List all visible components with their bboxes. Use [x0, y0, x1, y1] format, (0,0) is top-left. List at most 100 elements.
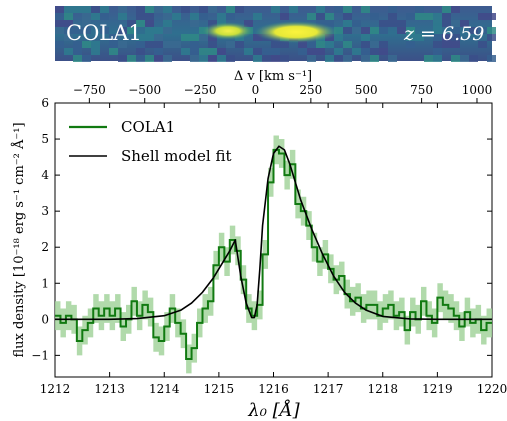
spectrum-noise-pixel — [415, 13, 424, 20]
spectrum-noise-pixel — [415, 6, 424, 13]
spectrum-noise-pixel — [343, 6, 352, 13]
spectrum-noise-pixel — [91, 13, 100, 20]
spectrum-noise-pixel — [154, 55, 163, 62]
spectrum-noise-pixel — [478, 13, 487, 20]
spectrum-noise-pixel — [109, 34, 118, 41]
spectrum-noise — [55, 6, 496, 62]
spectrum-noise-pixel — [217, 13, 226, 20]
spectrum-noise-pixel — [433, 20, 442, 27]
spectrum-noise-pixel — [397, 27, 406, 34]
spectrum-noise-pixel — [145, 13, 154, 20]
top-tick-label: −750 — [73, 83, 106, 97]
spectrum-noise-pixel — [469, 55, 478, 62]
spectrum-noise-pixel — [145, 34, 154, 41]
spectrum-noise-pixel — [451, 34, 460, 41]
x-tick-label: 1217 — [313, 382, 344, 396]
spectrum-noise-pixel — [370, 48, 379, 55]
spectrum-noise-pixel — [199, 48, 208, 55]
spectrum-noise-pixel — [325, 13, 334, 20]
spectrum-noise-pixel — [442, 13, 451, 20]
spectrum-noise-pixel — [91, 41, 100, 48]
spectrum-noise-pixel — [370, 41, 379, 48]
spectrum-noise-pixel — [163, 20, 172, 27]
y-axis-title: flux density [10⁻¹⁸ erg s⁻¹ cm⁻² Å⁻¹] — [11, 122, 27, 357]
spectrum-noise-pixel — [433, 48, 442, 55]
x-tick-label: 1220 — [477, 382, 507, 396]
spectrum-noise-pixel — [271, 6, 280, 13]
spectrum-noise-pixel — [388, 55, 397, 62]
spectrum-noise-pixel — [379, 48, 388, 55]
spectrum-noise-pixel — [163, 55, 172, 62]
spectrum-noise-pixel — [379, 20, 388, 27]
spectrum-noise-pixel — [469, 27, 478, 34]
spectrum-noise-pixel — [352, 27, 361, 34]
spectrum-noise-pixel — [334, 48, 343, 55]
y-tick-label: 4 — [41, 168, 49, 182]
spectrum-noise-pixel — [82, 6, 91, 13]
spectrum-noise-pixel — [325, 55, 334, 62]
top-tick-label: −250 — [184, 83, 217, 97]
spectrum-noise-pixel — [136, 34, 145, 41]
spectrum-noise-pixel — [388, 6, 397, 13]
spectrum-noise-pixel — [82, 13, 91, 20]
x-tick-label: 1214 — [149, 382, 180, 396]
spectrum-noise-pixel — [73, 27, 82, 34]
spectrum-noise-pixel — [343, 27, 352, 34]
spectrum-noise-pixel — [262, 48, 271, 55]
spectrum-noise-pixel — [199, 55, 208, 62]
spectrum-noise-pixel — [136, 13, 145, 20]
spectrum-noise-pixel — [397, 20, 406, 27]
spectrum-noise-pixel — [91, 6, 100, 13]
spectrum-noise-pixel — [343, 20, 352, 27]
spectrum-noise-pixel — [64, 34, 73, 41]
spectrum-noise-pixel — [415, 34, 424, 41]
spectrum-noise-pixel — [406, 27, 415, 34]
spectrum-noise-pixel — [460, 20, 469, 27]
spectrum-noise-pixel — [352, 20, 361, 27]
spectrum-noise-pixel — [325, 41, 334, 48]
y-tick-label: 5 — [41, 132, 49, 146]
spectrum-noise-pixel — [154, 41, 163, 48]
y-tick-label: 6 — [41, 96, 49, 110]
spectrum-noise-pixel — [163, 27, 172, 34]
x-tick-label: 1219 — [422, 382, 453, 396]
spectrum-red-peak — [254, 21, 338, 43]
spectrum-noise-pixel — [127, 20, 136, 27]
spectrum-noise-pixel — [487, 34, 496, 41]
spectrum-noise-pixel — [361, 41, 370, 48]
spectrum-noise-pixel — [208, 41, 217, 48]
spectrum-noise-pixel — [433, 27, 442, 34]
spectrum-noise-pixel — [163, 6, 172, 13]
spectrum-noise-pixel — [406, 13, 415, 20]
legend: COLA1 Shell model fit — [69, 118, 232, 165]
spectrum-noise-pixel — [190, 20, 199, 27]
spectrum-noise-pixel — [442, 6, 451, 13]
spectrum-noise-pixel — [163, 41, 172, 48]
spectrum-noise-pixel — [244, 20, 253, 27]
top-tick-label: −500 — [128, 83, 161, 97]
spectrum-noise-pixel — [208, 48, 217, 55]
spectrum-noise-pixel — [370, 27, 379, 34]
spectrum-noise-pixel — [352, 48, 361, 55]
spectrum-noise-pixel — [271, 41, 280, 48]
spectrum-noise-pixel — [334, 6, 343, 13]
spectrum-noise-pixel — [370, 55, 379, 62]
x-tick-label: 1215 — [204, 382, 235, 396]
spectrum-noise-pixel — [163, 13, 172, 20]
spectrum-noise-pixel — [343, 55, 352, 62]
spectrum-noise-pixel — [361, 34, 370, 41]
spectrum-noise-pixel — [109, 48, 118, 55]
spectrum-noise-pixel — [406, 34, 415, 41]
spectrum-noise-pixel — [136, 6, 145, 13]
spectrum-noise-pixel — [190, 48, 199, 55]
spectrum-noise-pixel — [181, 6, 190, 13]
spectrum-noise-pixel — [298, 41, 307, 48]
spectrum-noise-pixel — [145, 27, 154, 34]
spectrum-noise-pixel — [334, 27, 343, 34]
spectrum-noise-pixel — [217, 55, 226, 62]
axis-ticks: 1212 1213 1214 1215 1216 1217 1218 1219 1220 −1 0 1… — [31, 96, 507, 396]
redshift-label: z = 6.59 — [403, 23, 484, 45]
spectrum-noise-pixel — [334, 55, 343, 62]
spectrum-noise-pixel — [55, 27, 64, 34]
spectrum-noise-pixel — [298, 48, 307, 55]
